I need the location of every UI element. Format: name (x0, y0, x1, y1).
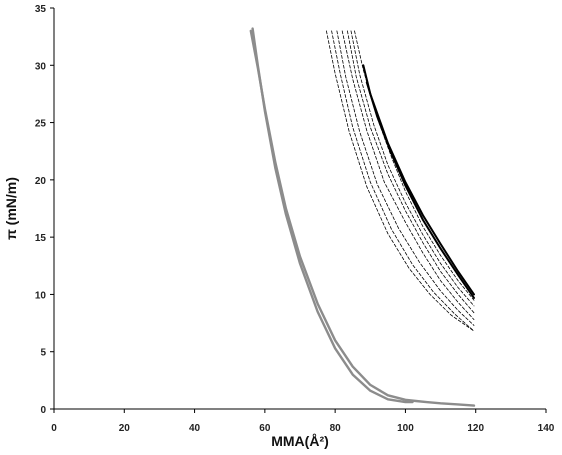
isotherm-curve-1 (251, 27, 414, 404)
isotherm-curve-8 (341, 30, 475, 321)
isotherm-curve-6 (350, 30, 475, 307)
isotherm-curve-3 (362, 64, 475, 296)
x-tick-label: 20 (119, 423, 131, 434)
x-tick-label: 120 (467, 423, 484, 434)
ticks-layer: 0 20 40 60 80 100 120 140 0 5 10 15 20 25 30 35 (35, 4, 555, 434)
isotherm-curve-2 (249, 29, 476, 407)
y-tick-label: 35 (35, 4, 47, 15)
y-tick-label: 20 (35, 176, 47, 187)
x-tick-label: 60 (259, 423, 271, 434)
isotherm-curve-11 (325, 30, 475, 332)
y-tick-label: 0 (40, 405, 46, 416)
y-tick-label: 25 (35, 119, 47, 130)
x-tick-label: 80 (330, 423, 342, 434)
isotherm-curve-10 (331, 30, 475, 332)
x-axis-title: MMA(Å²) (271, 433, 329, 449)
curves-layer (249, 27, 476, 407)
isotherm-curve-7 (346, 30, 475, 314)
isotherm-curve-5 (354, 30, 475, 301)
axes-layer (53, 8, 546, 410)
y-tick-label: 5 (40, 348, 46, 359)
y-tick-label: 10 (35, 290, 47, 301)
y-axis-title: π (mN/m) (3, 177, 19, 240)
x-tick-label: 40 (189, 423, 201, 434)
x-tick-label: 0 (51, 423, 57, 434)
x-tick-label: 140 (538, 423, 555, 434)
y-tick-label: 15 (35, 233, 47, 244)
isotherm-curve-4 (365, 81, 475, 299)
y-tick-label: 30 (35, 61, 47, 72)
isotherm-curve-9 (336, 30, 475, 326)
x-tick-label: 100 (397, 423, 414, 434)
